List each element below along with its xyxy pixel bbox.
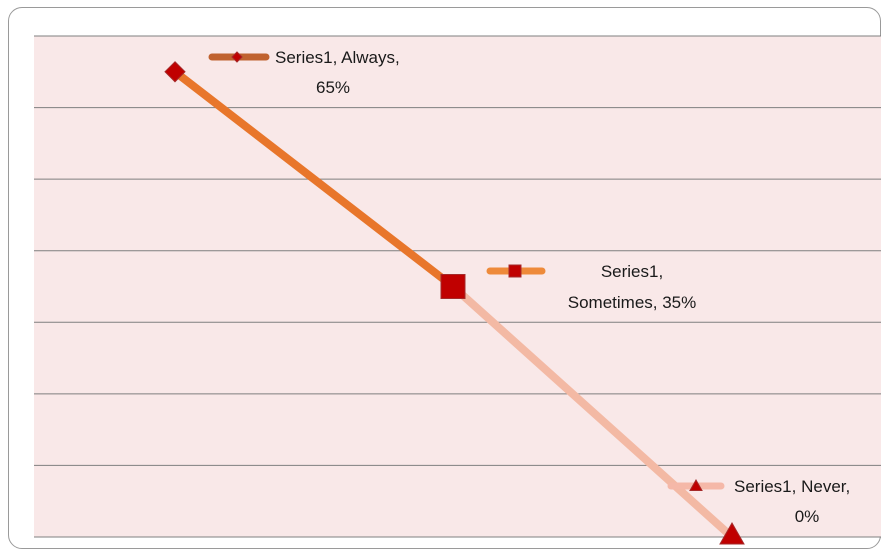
marker-sometimes: [440, 274, 466, 299]
gridlines: [34, 35, 881, 538]
series-line: [171, 67, 736, 541]
data-label-text: 65%: [316, 78, 350, 97]
data-label-never: Series1, Never, 0%: [667, 477, 850, 526]
data-label-always: Series1, Always, 65%: [208, 48, 400, 97]
legend-key-marker: [689, 478, 703, 491]
data-label-text: Series1, Always,: [275, 48, 400, 67]
series-markers: [164, 61, 745, 545]
marker-never: [719, 521, 745, 545]
data-label-text: 0%: [795, 507, 820, 526]
line-segment-always-sometimes: [171, 67, 457, 291]
data-label-text: Series1,: [601, 262, 663, 281]
line-segment-sometimes-never: [449, 282, 736, 541]
data-labels: Series1, Always, 65% Series1, Sometimes, 35…: [208, 48, 850, 526]
legend-key-marker: [231, 51, 243, 63]
marker-always: [164, 61, 186, 83]
legend-key-marker: [508, 264, 522, 278]
data-label-text: Sometimes, 35%: [568, 293, 697, 312]
data-label-sometimes: Series1, Sometimes, 35%: [486, 262, 697, 312]
data-label-text: Series1, Never,: [734, 477, 850, 496]
